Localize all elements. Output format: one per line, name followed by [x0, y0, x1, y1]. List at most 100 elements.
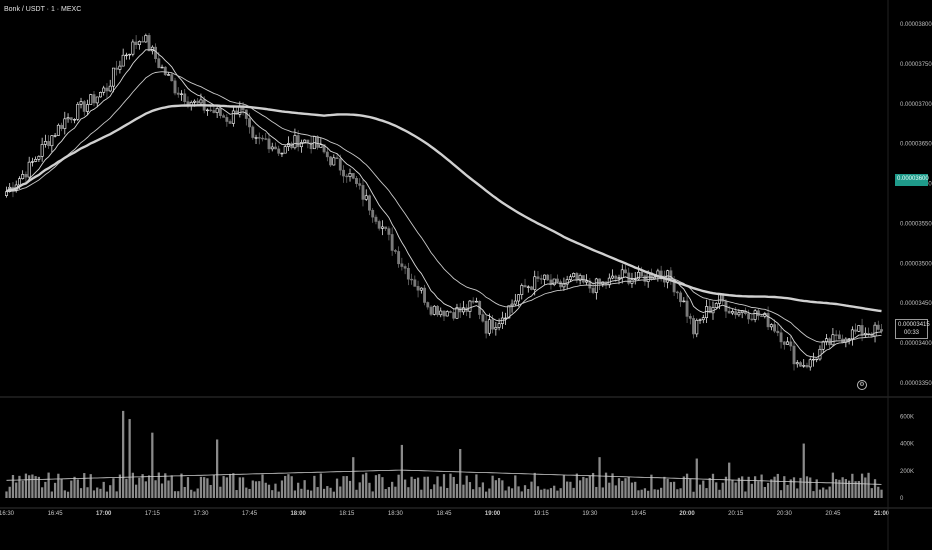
candle	[555, 274, 559, 283]
time-tick-label: 18:15	[339, 511, 355, 517]
volume-bar	[540, 489, 543, 498]
time-tick-label: 21:00	[874, 511, 890, 517]
time-tick-label: 19:45	[631, 511, 647, 517]
candle	[734, 306, 738, 319]
volume-bar	[125, 478, 128, 498]
candle	[857, 324, 861, 333]
candle	[799, 360, 802, 367]
candle	[572, 272, 576, 278]
volume-bar	[805, 476, 809, 498]
candle	[611, 269, 614, 280]
volume-bar	[543, 488, 546, 498]
volume-bar	[128, 419, 131, 498]
volume-bar	[617, 478, 621, 498]
candle	[69, 117, 73, 124]
candle	[163, 66, 167, 76]
volume-bar	[504, 490, 507, 498]
time-tick-label: 17:15	[145, 511, 161, 517]
volume-bar	[413, 478, 416, 498]
volume-bar	[575, 473, 579, 498]
candle	[53, 133, 57, 138]
candle	[818, 345, 822, 361]
volume-bar	[718, 489, 721, 498]
volume-bar	[546, 489, 549, 498]
volume-bar	[844, 479, 848, 498]
candle	[530, 285, 533, 291]
volume-bar	[569, 481, 572, 498]
volume-bar	[118, 474, 122, 498]
volume-bar	[737, 477, 741, 498]
candle	[309, 136, 313, 154]
candle	[66, 113, 70, 123]
candle	[50, 135, 54, 153]
candle	[348, 168, 352, 182]
volume-bar	[611, 473, 614, 498]
volume-bar	[520, 491, 523, 498]
volume-bar	[316, 487, 319, 498]
volume-bar	[766, 482, 770, 498]
volume-bar	[352, 457, 355, 498]
volume-tick-label: 0	[900, 496, 904, 502]
candle	[695, 318, 699, 338]
volume-bar	[647, 490, 650, 498]
candle	[335, 154, 339, 160]
candle	[701, 314, 705, 324]
volume-bar	[501, 480, 504, 498]
volume-bar	[656, 489, 660, 498]
volume-bar	[261, 474, 264, 498]
time-tick-label: 19:15	[534, 511, 550, 517]
volume-bars	[5, 410, 883, 498]
gear-icon[interactable]: ⚙	[857, 380, 867, 390]
ma-25-line	[6, 71, 882, 343]
candle	[805, 362, 809, 369]
volume-bar	[582, 476, 585, 498]
volume-bar	[297, 482, 300, 498]
volume-bar	[877, 486, 880, 498]
candle	[643, 273, 647, 286]
volume-bar	[339, 486, 342, 498]
candle	[384, 226, 388, 231]
volume-bar	[31, 474, 34, 498]
symbol-title[interactable]: Bonk / USDT · 1 · MEXC	[4, 6, 82, 13]
volume-bar	[134, 484, 138, 498]
volume-bar	[92, 490, 96, 498]
candle	[99, 91, 102, 98]
volume-bar	[416, 477, 420, 498]
candle	[180, 90, 183, 101]
volume-bar	[695, 458, 698, 498]
volume-bar	[154, 480, 157, 498]
candle	[371, 208, 375, 223]
time-axis[interactable]: 16:30 16:45 17:00 17:15 17:30 17:45 18:00 18:15…	[0, 511, 890, 517]
volume-bar	[741, 476, 744, 498]
time-tick-label: 18:30	[388, 511, 404, 517]
time-tick-label: 20:00	[679, 511, 695, 517]
candle	[549, 274, 553, 290]
candle	[325, 147, 329, 162]
volume-bar	[595, 486, 598, 498]
volume-bar	[867, 472, 870, 498]
volume-bar	[384, 489, 387, 498]
candle	[403, 264, 407, 275]
volume-bar	[410, 476, 413, 498]
moving-average-lines	[5, 48, 882, 358]
volume-bar	[705, 488, 708, 498]
volume-bar	[578, 480, 582, 498]
volume-bar	[744, 491, 747, 498]
candle	[254, 134, 258, 145]
candle	[222, 113, 226, 118]
candle	[397, 246, 401, 268]
volume-bar	[426, 476, 429, 498]
candle	[183, 89, 187, 105]
candle	[215, 105, 219, 119]
candle	[513, 293, 517, 307]
candle	[436, 305, 439, 317]
volume-bar	[287, 474, 290, 498]
candle	[708, 299, 712, 314]
candle	[449, 310, 452, 314]
volume-bar	[478, 487, 481, 498]
volume-bar	[193, 491, 196, 498]
volume-bar	[792, 477, 796, 498]
candle	[342, 165, 345, 183]
volume-bar	[112, 478, 115, 498]
